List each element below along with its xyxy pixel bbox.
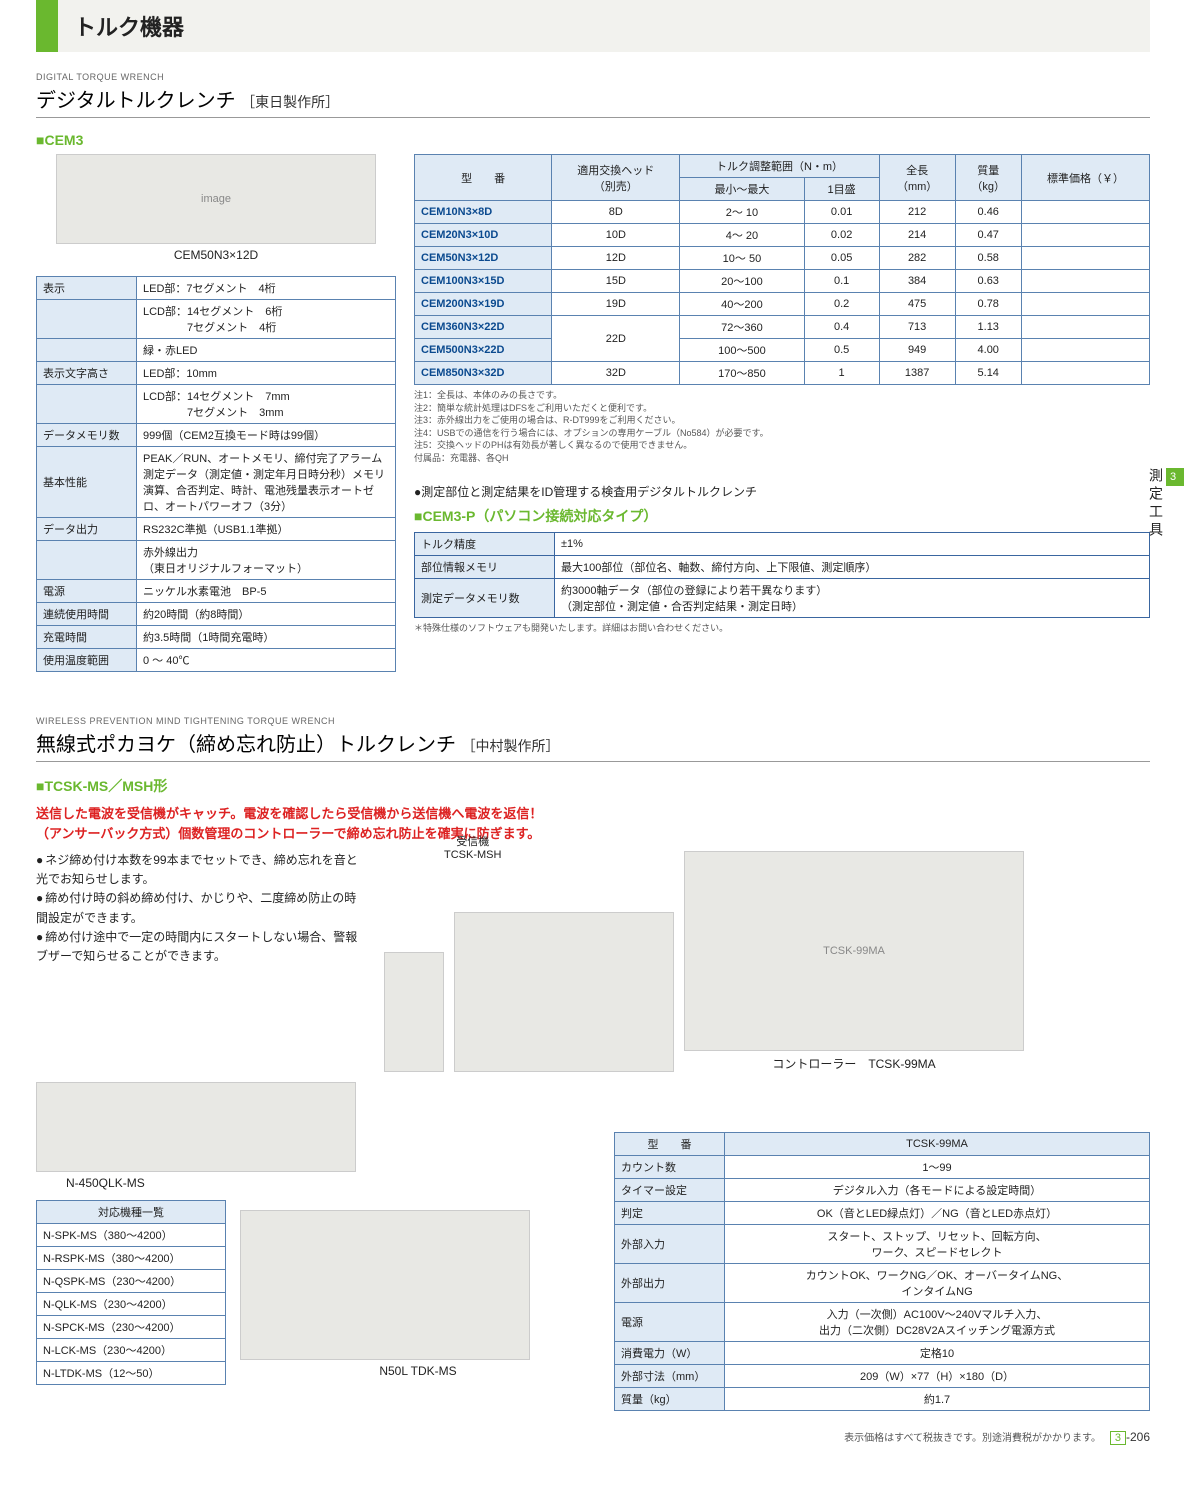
section-wireless-torque: WIRELESS PREVENTION MIND TIGHTENING TORQ… xyxy=(36,716,1150,1411)
feature-bullets: ネジ締め付け本数を99本までセットでき、締め忘れを音と光でお知らせします。締め付… xyxy=(36,851,366,966)
receiver-label: 受信機 TCSK-MSH xyxy=(444,833,501,861)
product-image-cem3: image xyxy=(56,154,376,244)
image-caption: CEM50N3×12D xyxy=(36,248,396,262)
cem3p-note: ＊特殊仕様のソフトウェアも開発いたします。詳細はお問い合わせください。 xyxy=(414,622,1150,635)
tagline: 送信した電波を受信機がキャッチ。電波を確認したら受信機から送信機へ電波を返信！ … xyxy=(36,804,1150,843)
wrench-caption: N-450QLK-MS xyxy=(36,1176,356,1190)
cem3p-table: トルク精度±1%部位情報メモリ最大100部位（部位名、軸数、締付方向、上下限値、… xyxy=(414,532,1150,618)
section-title: デジタルトルクレンチ ［東日製作所］ xyxy=(36,84,1150,118)
wrench-image xyxy=(36,1082,356,1172)
small-controller-image xyxy=(454,912,674,1072)
model-label: ■CEM3 xyxy=(36,132,1150,148)
eng-subtitle-b: WIRELESS PREVENTION MIND TIGHTENING TORQ… xyxy=(36,716,1150,726)
cem3p-lead: ●測定部位と測定結果をID管理する検査用デジタルトルクレンチ xyxy=(414,483,1150,500)
side-tab: 3 測定工具 xyxy=(1144,460,1186,548)
category-title: トルク機器 xyxy=(74,10,1134,42)
controller-image: TCSK-99MA xyxy=(684,851,1024,1051)
section-digital-torque: DIGITAL TORQUE WRENCH デジタルトルクレンチ ［東日製作所］… xyxy=(36,72,1150,672)
cem3-models-table: 型 番適用交換ヘッド （別売）トルク調整範囲（N・m）全長 （mm）質量 （kg… xyxy=(414,154,1150,385)
compat-table: 対応機種一覧N-SPK-MS（380～4200）N-RSPK-MS（380～42… xyxy=(36,1200,226,1385)
eng-subtitle: DIGITAL TORQUE WRENCH xyxy=(36,72,1150,82)
controller-spec-table: 型 番TCSK-99MAカウント数1～99タイマー設定デジタル入力（各モードによ… xyxy=(614,1132,1150,1411)
section-title-b: 無線式ポカヨケ（締め忘れ防止）トルクレンチ ［中村製作所］ xyxy=(36,728,1150,762)
driver-image xyxy=(240,1210,530,1360)
cem3p-label: ■CEM3-P（パソコン接続対応タイプ） xyxy=(414,506,1150,526)
driver-caption: N50L TDK-MS xyxy=(240,1364,596,1378)
receiver-image xyxy=(384,952,444,1072)
model-label-b: ■TCSK-MS／MSH形 xyxy=(36,776,1150,796)
category-header: トルク機器 xyxy=(36,0,1150,52)
table-notes: 注1：全長は、本体のみの長さです。 注2：簡単な統計処理はDFSをご利用いただく… xyxy=(414,389,1150,465)
page-footer: 表示価格はすべて税抜きです。別途消費税がかかります。 3-206 xyxy=(36,1429,1150,1445)
controller-caption: コントローラー TCSK-99MA xyxy=(684,1055,1024,1072)
spec-table: 表示LED部：7セグメント 4桁LCD部：14セグメント 6桁 7セグメント 4… xyxy=(36,276,396,672)
